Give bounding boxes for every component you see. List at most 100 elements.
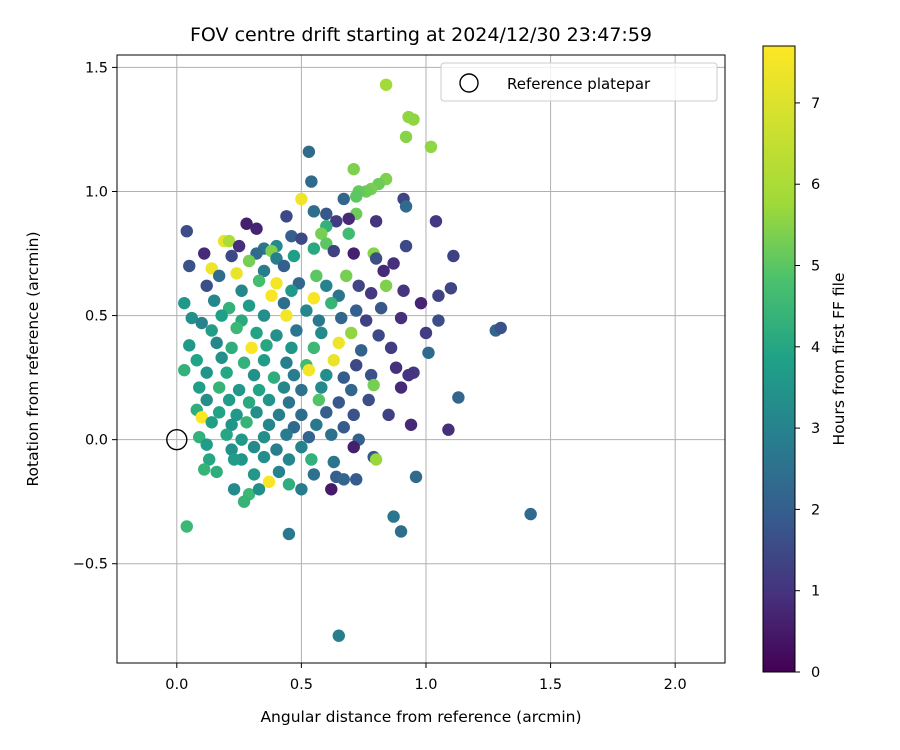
data-point [310,418,323,431]
data-point [419,326,433,340]
colorbar-tick-label: 6 [811,177,820,193]
data-point [198,247,211,260]
data-point [354,344,368,357]
data-point [325,428,338,441]
data-point [200,393,213,407]
y-tick-label: 0.0 [85,433,108,449]
data-point [210,465,223,479]
data-point [232,383,246,397]
data-point [220,428,233,441]
data-point [300,304,313,317]
data-point [399,130,413,144]
data-point [374,301,388,315]
data-point [205,324,218,337]
data-point [257,309,271,322]
data-point [252,483,266,496]
data-point [235,284,248,297]
data-point [277,259,291,273]
data-point [270,329,283,342]
data-point [307,205,321,218]
data-point [277,381,291,394]
x-tick-label: 1.5 [539,677,562,693]
data-point [195,411,208,424]
data-point [272,465,286,479]
data-point [200,366,213,379]
data-point [183,259,196,273]
data-point [320,406,333,419]
data-point [262,393,276,407]
chart-title: FOV centre drift starting at 2024/12/30 … [190,24,652,46]
data-point [429,215,443,228]
data-point [320,207,333,221]
data-point [287,249,301,263]
data-point [327,244,340,258]
data-point [402,368,415,382]
data-point [250,222,263,235]
data-point [350,304,363,317]
data-point [247,440,261,454]
data-point [185,311,198,325]
data-point [524,507,537,521]
data-point [207,294,221,307]
colorbar-tick-label: 7 [811,96,820,112]
data-point [369,215,383,228]
data-point [227,483,241,496]
y-tick-label: −0.5 [73,557,108,573]
data-point [242,254,256,268]
data-point [242,299,256,312]
data-point [280,210,293,223]
grid [117,55,725,663]
data-point [178,296,191,310]
data-point [257,430,271,444]
data-point [452,391,465,404]
x-tick-label: 2.0 [664,677,687,693]
data-point [190,354,203,367]
data-point [295,440,308,454]
data-point [265,289,278,302]
data-point [347,408,360,422]
data-point [257,354,271,367]
legend-box [440,62,718,102]
legend: Reference platepar [440,62,718,102]
data-point [320,368,333,382]
data-point [332,336,345,350]
data-point [362,393,375,407]
data-point [230,267,243,280]
data-point [382,408,395,422]
data-point [494,321,507,335]
data-point [342,227,355,240]
data-point [282,396,296,409]
data-point [212,406,226,419]
data-point [302,363,316,377]
colorbar-tick-label: 3 [811,421,820,437]
data-point [315,227,328,240]
data-point [252,274,266,288]
data-point [347,162,360,176]
data-point [414,296,428,310]
data-point [277,296,291,310]
data-point [295,232,308,245]
data-point [232,239,246,253]
x-tick-label: 1.0 [414,677,437,693]
data-point [399,239,413,253]
data-point [325,483,338,496]
data-point [369,252,383,265]
data-point [183,339,196,352]
data-point [307,242,321,255]
x-axis-label: Angular distance from reference (arcmin) [260,708,581,726]
data-point [307,292,321,305]
data-point [342,212,355,225]
data-point [337,192,350,206]
data-point [227,453,241,466]
data-point [178,363,191,377]
data-point [290,324,303,337]
data-point [222,234,236,248]
data-point [330,215,343,228]
data-point [195,316,208,330]
colorbar-tick-label: 2 [811,502,820,518]
data-point [379,78,393,91]
data-point [205,416,218,429]
data-point [285,284,298,297]
data-point [202,453,216,466]
data-point [327,354,340,367]
